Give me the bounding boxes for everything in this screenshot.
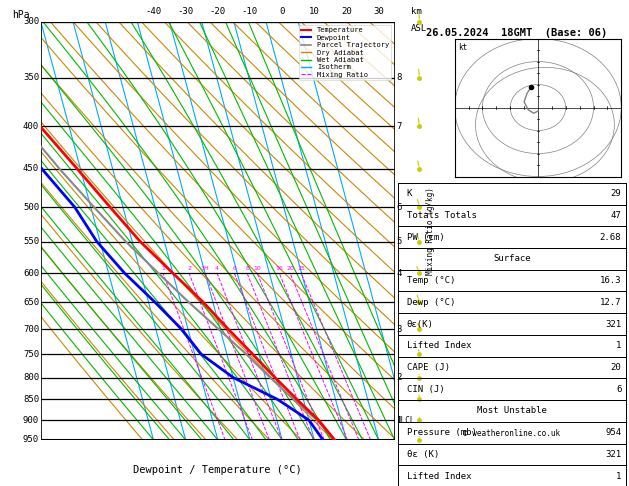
Text: 321: 321: [605, 450, 621, 459]
Text: 0: 0: [279, 7, 285, 16]
Text: PW (cm): PW (cm): [407, 233, 444, 242]
Text: 600: 600: [23, 269, 39, 278]
Text: θε (K): θε (K): [407, 450, 439, 459]
Text: 321: 321: [605, 320, 621, 329]
Text: Pressure (mb): Pressure (mb): [407, 428, 477, 437]
Text: Mixing Ratio (g/kg): Mixing Ratio (g/kg): [426, 187, 435, 275]
Text: 5: 5: [396, 237, 402, 246]
Text: 7: 7: [396, 122, 402, 131]
Text: Totals Totals: Totals Totals: [407, 211, 477, 220]
Text: -10: -10: [242, 7, 258, 16]
Text: 750: 750: [23, 349, 39, 359]
Text: -40: -40: [145, 7, 162, 16]
Text: 1: 1: [396, 416, 402, 425]
Text: 6: 6: [233, 266, 237, 271]
Text: ASL: ASL: [411, 24, 426, 33]
Text: 450: 450: [23, 164, 39, 174]
Text: km: km: [411, 7, 421, 16]
Text: 30: 30: [373, 7, 384, 16]
Text: Lifted Index: Lifted Index: [407, 472, 471, 481]
Legend: Temperature, Dewpoint, Parcel Trajectory, Dry Adiabat, Wet Adiabat, Isotherm, Mi: Temperature, Dewpoint, Parcel Trajectory…: [299, 25, 391, 80]
Text: 350: 350: [23, 73, 39, 82]
Text: 2: 2: [396, 373, 402, 382]
Text: K: K: [407, 189, 412, 198]
Text: Lifted Index: Lifted Index: [407, 341, 471, 350]
Text: 700: 700: [23, 325, 39, 333]
Text: 6: 6: [616, 385, 621, 394]
Text: 1LCL: 1LCL: [396, 416, 415, 425]
Text: 900: 900: [23, 416, 39, 425]
Text: 6: 6: [396, 203, 402, 211]
Text: 29: 29: [611, 189, 621, 198]
Text: 800: 800: [23, 373, 39, 382]
Text: 1: 1: [161, 266, 165, 271]
Text: 16.3: 16.3: [600, 276, 621, 285]
Text: 950: 950: [23, 435, 39, 444]
Text: 650: 650: [23, 298, 39, 307]
Text: 4: 4: [396, 269, 402, 278]
Text: 12.7: 12.7: [600, 298, 621, 307]
Text: 2.68: 2.68: [600, 233, 621, 242]
Text: 20: 20: [611, 363, 621, 372]
Text: Temp (°C): Temp (°C): [407, 276, 455, 285]
Text: -20: -20: [209, 7, 226, 16]
Text: 10: 10: [309, 7, 320, 16]
Text: 300: 300: [23, 17, 39, 26]
Text: 8: 8: [396, 73, 402, 82]
Text: Surface: Surface: [493, 254, 530, 263]
Text: Most Unstable: Most Unstable: [477, 406, 547, 416]
Text: 1: 1: [616, 472, 621, 481]
Text: 3H: 3H: [201, 266, 209, 271]
Text: Dewp (°C): Dewp (°C): [407, 298, 455, 307]
Text: CIN (J): CIN (J): [407, 385, 444, 394]
Text: 2: 2: [187, 266, 191, 271]
Text: 550: 550: [23, 237, 39, 246]
Text: 10: 10: [253, 266, 261, 271]
Text: -30: -30: [177, 7, 194, 16]
Text: CAPE (J): CAPE (J): [407, 363, 450, 372]
Text: 47: 47: [611, 211, 621, 220]
Text: 16: 16: [276, 266, 283, 271]
Text: 20: 20: [341, 7, 352, 16]
Text: 25: 25: [298, 266, 305, 271]
Text: 954: 954: [605, 428, 621, 437]
Text: © weatheronline.co.uk: © weatheronline.co.uk: [463, 429, 560, 438]
Text: 1: 1: [616, 341, 621, 350]
Text: Dewpoint / Temperature (°C): Dewpoint / Temperature (°C): [133, 465, 302, 475]
Text: 8: 8: [245, 266, 249, 271]
Text: 400: 400: [23, 122, 39, 131]
Text: 4: 4: [215, 266, 219, 271]
Text: 850: 850: [23, 395, 39, 404]
Text: 26.05.2024  18GMT  (Base: 06): 26.05.2024 18GMT (Base: 06): [426, 28, 607, 38]
Text: hPa: hPa: [13, 10, 30, 20]
Text: 20: 20: [286, 266, 294, 271]
Text: 500: 500: [23, 203, 39, 211]
Text: 3: 3: [396, 325, 402, 333]
Text: θε(K): θε(K): [407, 320, 433, 329]
